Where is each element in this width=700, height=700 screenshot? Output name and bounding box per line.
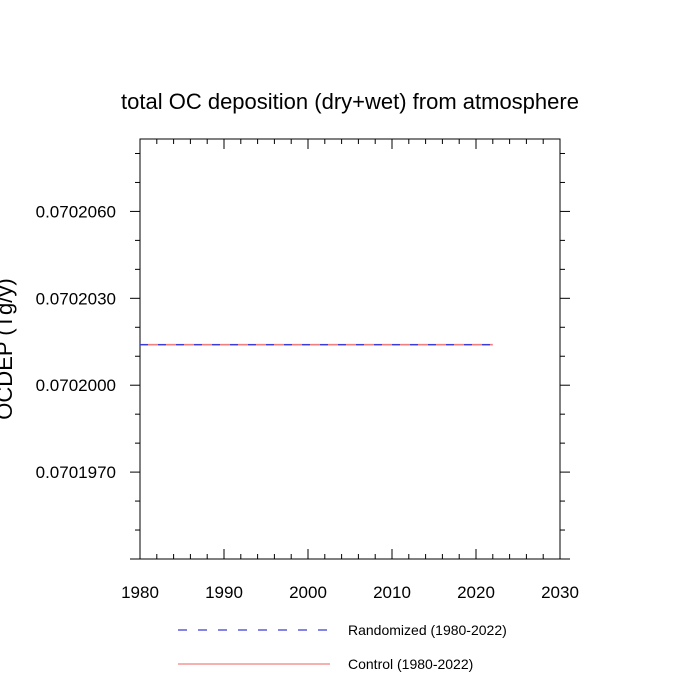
legend-label-control: Control (1980-2022) — [348, 656, 473, 672]
y-tick-label: 0.0702030 — [36, 289, 116, 308]
y-tick-label: 0.0701970 — [36, 463, 116, 482]
legend: Randomized (1980-2022) Control (1980-2022… — [178, 622, 507, 672]
x-tick-label: 2020 — [457, 583, 495, 602]
legend-label-randomized: Randomized (1980-2022) — [348, 622, 507, 638]
y-tick-label: 0.0702000 — [36, 376, 116, 395]
y-axis-ticks: 0.0701970 0.0702000 0.0702030 0.0702060 — [36, 152, 570, 560]
plot-frame — [139, 138, 561, 560]
x-tick-label: 1980 — [121, 583, 159, 602]
y-axis-label: OCDEP (Tg/y) — [0, 278, 17, 419]
x-tick-label: 2010 — [373, 583, 411, 602]
x-tick-label: 1990 — [205, 583, 243, 602]
chart-title: total OC deposition (dry+wet) from atmos… — [121, 89, 579, 114]
x-tick-label: 2030 — [541, 583, 579, 602]
x-tick-label: 2000 — [289, 583, 327, 602]
y-tick-label: 0.0702060 — [36, 202, 116, 221]
x-axis-ticks: 1980 1990 2000 2010 2020 2030 — [121, 139, 579, 602]
